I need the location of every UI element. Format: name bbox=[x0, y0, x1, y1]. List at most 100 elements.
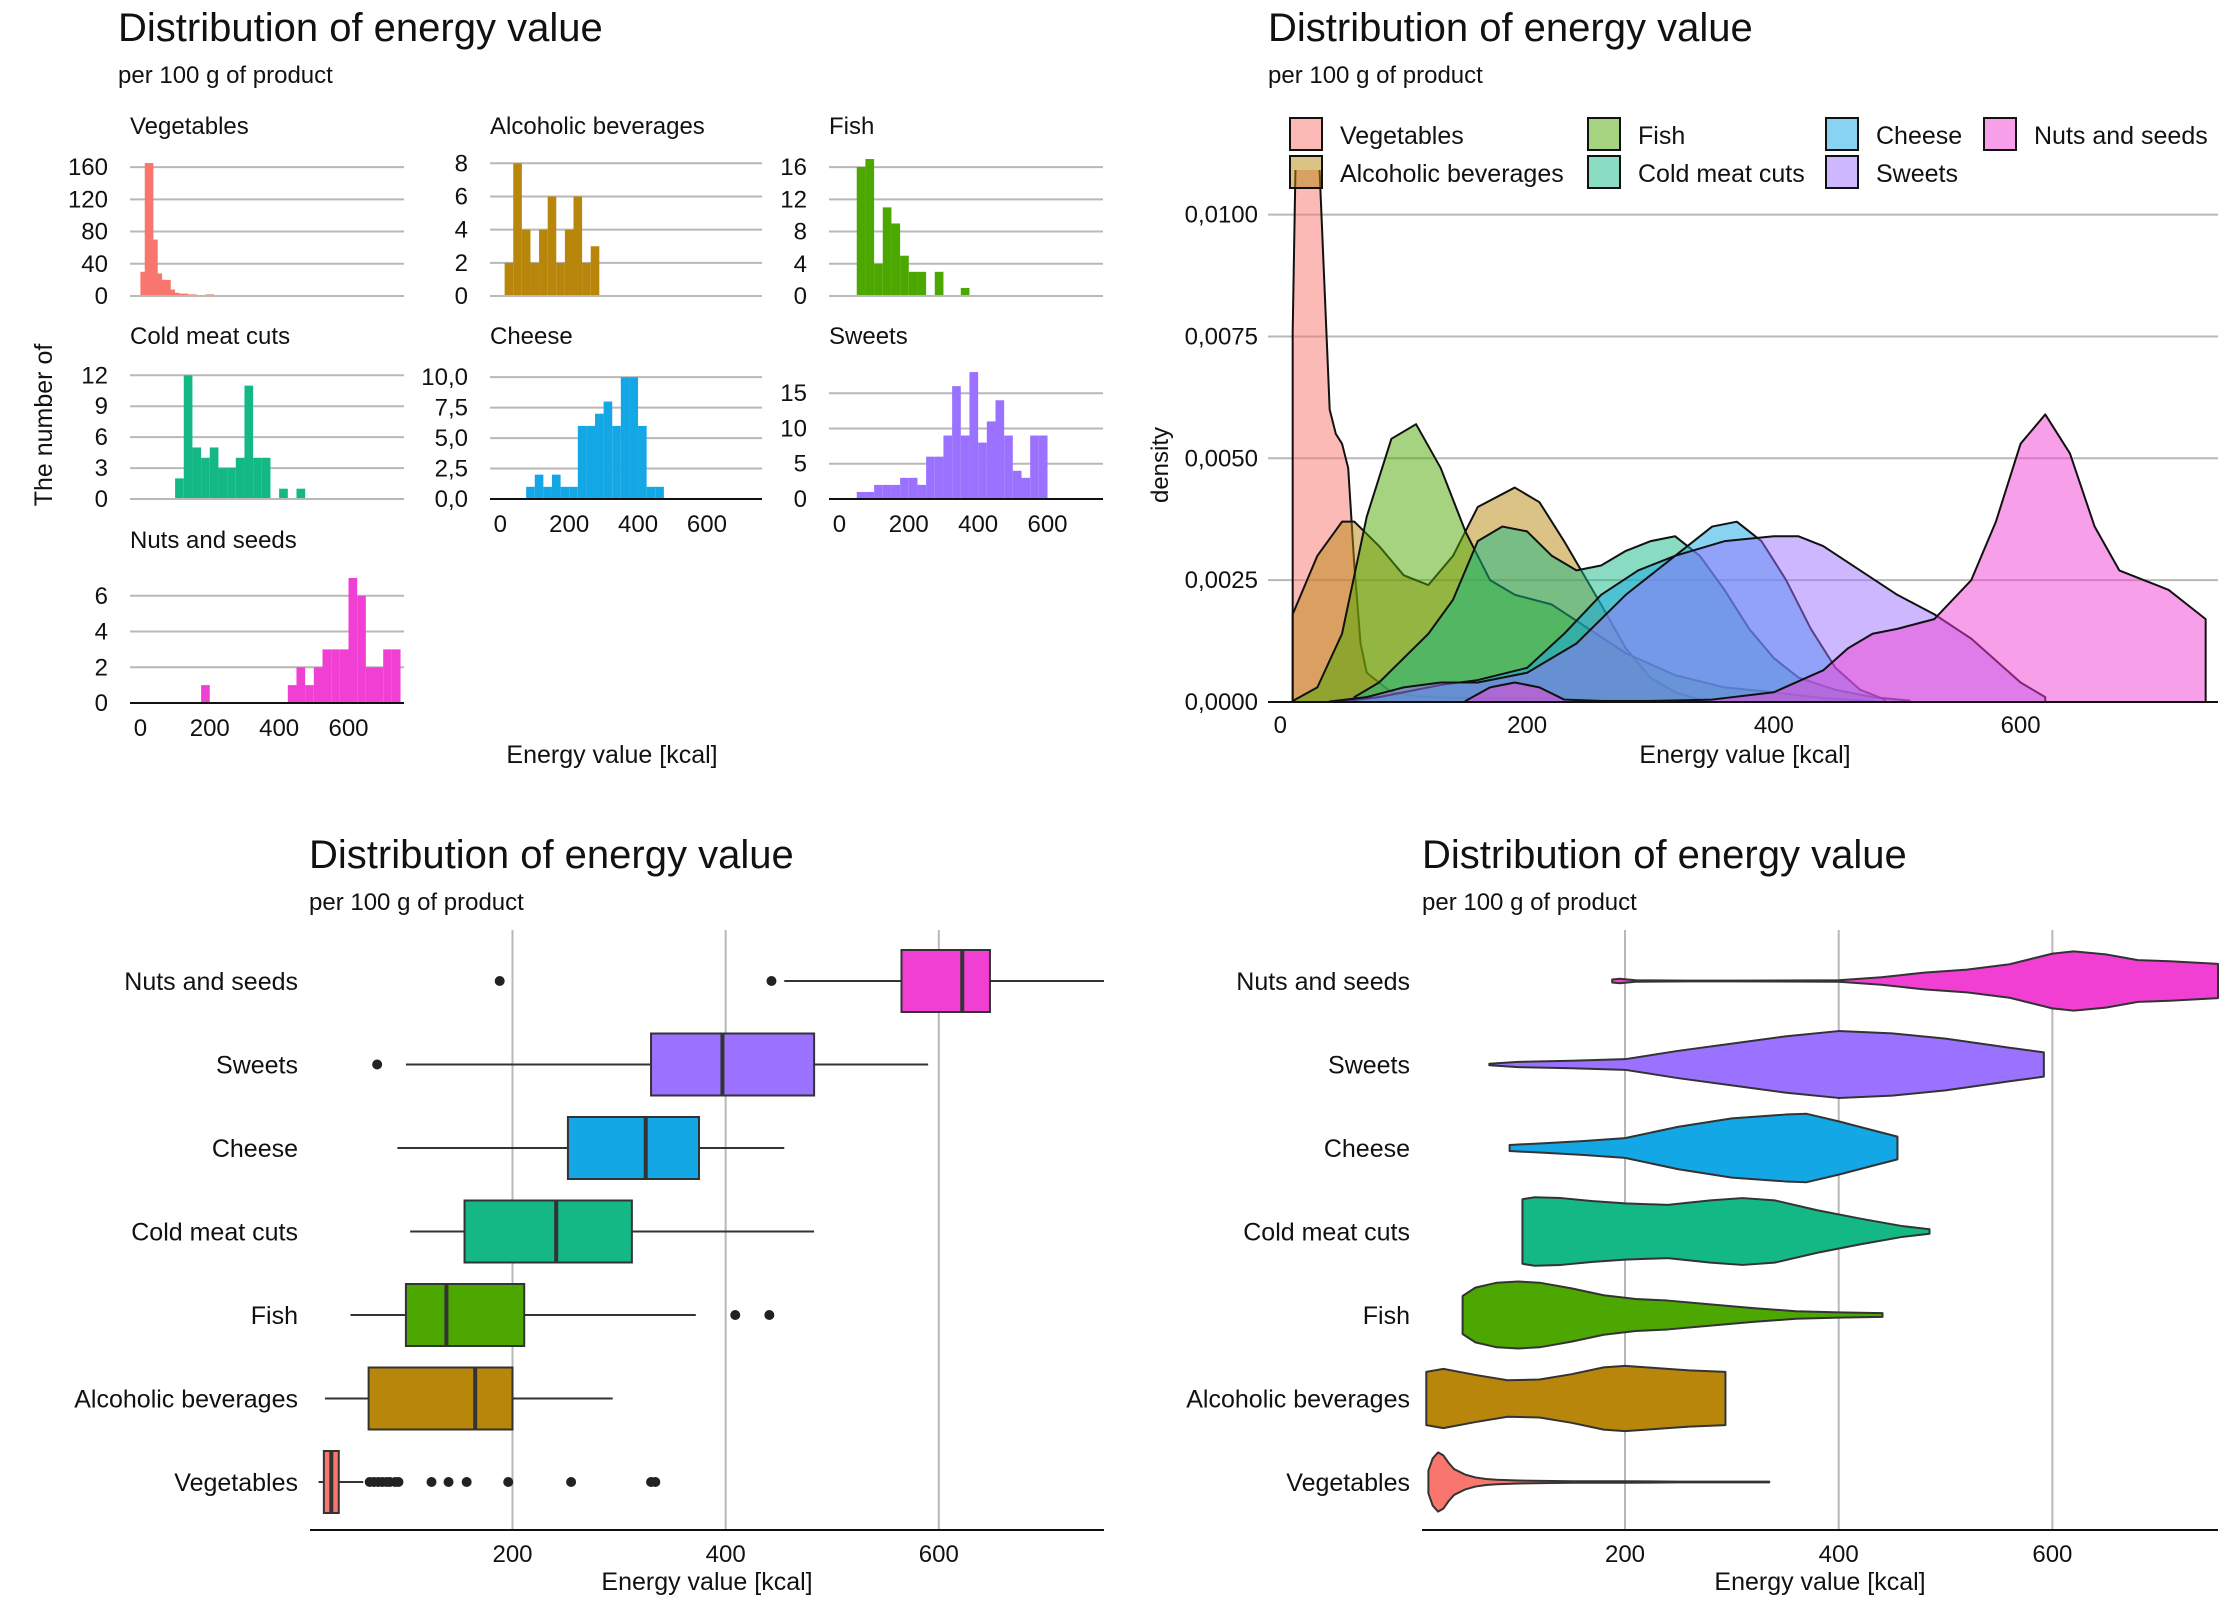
x-axis-title: Energy value [kcal] bbox=[506, 741, 717, 769]
histogram-bar bbox=[253, 457, 262, 499]
facet-label: Alcoholic beverages bbox=[490, 113, 705, 140]
histogram-bar bbox=[865, 159, 875, 296]
y-category-label: Alcoholic beverages bbox=[74, 1386, 298, 1414]
histogram-bar bbox=[582, 262, 591, 296]
histogram-bar bbox=[856, 491, 866, 499]
y-tick-label: 0 bbox=[95, 486, 108, 513]
histogram-bar bbox=[383, 649, 392, 703]
legend-key bbox=[1825, 155, 1859, 189]
y-category-label: Vegetables bbox=[174, 1469, 298, 1497]
histogram-bar bbox=[218, 468, 228, 499]
y-tick-label: 7,5 bbox=[435, 395, 468, 422]
histogram-bar bbox=[986, 421, 996, 499]
legend-label: Fish bbox=[1638, 122, 1685, 150]
histogram-bar bbox=[943, 435, 953, 499]
histogram-bar bbox=[322, 649, 332, 703]
y-category-label: Alcoholic beverages bbox=[1186, 1386, 1410, 1414]
facet-label: Sweets bbox=[829, 323, 908, 350]
y-tick-label: 6 bbox=[95, 583, 108, 610]
y-tick-label: 2 bbox=[455, 250, 468, 277]
x-tick-label: 200 bbox=[1605, 1541, 1645, 1568]
y-tick-label: 5 bbox=[794, 451, 807, 478]
y-tick-label: 0,0000 bbox=[1185, 689, 1258, 716]
y-category-label: Cheese bbox=[212, 1135, 298, 1163]
histogram-bar bbox=[646, 486, 656, 499]
facet-label: Vegetables bbox=[130, 113, 249, 140]
histogram-bar bbox=[521, 229, 531, 296]
outlier-point bbox=[764, 1310, 775, 1320]
histogram-bar bbox=[874, 484, 883, 499]
legend-label: Cheese bbox=[1876, 122, 1962, 150]
y-category-label: Nuts and seeds bbox=[124, 968, 298, 996]
histogram-bar bbox=[1021, 477, 1031, 499]
histogram-bar bbox=[153, 273, 163, 296]
histogram-bar bbox=[175, 478, 184, 499]
histogram-bar bbox=[655, 486, 664, 499]
histogram-bar bbox=[560, 486, 570, 499]
legend-key bbox=[1289, 117, 1323, 151]
outlier-point bbox=[393, 1477, 404, 1487]
violin-shape bbox=[1425, 1364, 1727, 1433]
histogram-bar bbox=[865, 491, 875, 499]
histogram-bar bbox=[357, 595, 366, 703]
y-category-label: Nuts and seeds bbox=[1236, 968, 1410, 996]
density-title: Distribution of energy value bbox=[1268, 6, 1753, 50]
histogram-bar bbox=[969, 372, 979, 499]
histogram-bar bbox=[556, 262, 565, 296]
histogram-bar bbox=[882, 484, 892, 499]
histogram-bar bbox=[534, 474, 544, 499]
histogram-bar bbox=[908, 271, 918, 296]
y-tick-label: 12 bbox=[780, 186, 807, 213]
violin-shape bbox=[1427, 1451, 1771, 1513]
histogram-bar bbox=[917, 484, 927, 499]
box bbox=[900, 949, 991, 1013]
histogram-bar bbox=[261, 457, 271, 499]
histogram-bar bbox=[530, 262, 540, 296]
histogram-bar bbox=[569, 486, 578, 499]
y-tick-label: 80 bbox=[81, 219, 108, 246]
y-tick-label: 8 bbox=[455, 150, 468, 177]
histogram-bar bbox=[526, 486, 535, 499]
histogram-bar bbox=[235, 457, 245, 499]
y-tick-label: 0,0050 bbox=[1185, 445, 1258, 472]
x-tick-label: 0 bbox=[1274, 712, 1287, 739]
x-tick-label: 200 bbox=[190, 715, 230, 742]
legend-key bbox=[1587, 117, 1621, 151]
histogram-bar bbox=[564, 229, 574, 296]
histogram-bar bbox=[629, 377, 639, 499]
histogram-bar bbox=[287, 685, 297, 703]
x-tick-label: 0 bbox=[494, 511, 507, 538]
histogram-bar bbox=[874, 263, 883, 296]
y-tick-label: 9 bbox=[95, 393, 108, 420]
histogram-bar bbox=[339, 649, 349, 703]
x-tick-label: 0 bbox=[833, 511, 846, 538]
histogram-bar bbox=[201, 685, 210, 703]
y-category-label: Fish bbox=[251, 1302, 298, 1330]
x-tick-label: 600 bbox=[2001, 712, 2041, 739]
x-tick-label: 600 bbox=[687, 511, 727, 538]
x-tick-label: 200 bbox=[889, 511, 929, 538]
y-tick-label: 4 bbox=[95, 619, 108, 646]
histogram-bar bbox=[348, 577, 358, 703]
y-axis-title: The number of bbox=[30, 344, 58, 507]
facet-label: Fish bbox=[829, 113, 874, 140]
histogram-bar bbox=[1038, 435, 1048, 499]
y-tick-label: 0 bbox=[95, 283, 108, 310]
violin-title: Distribution of energy value bbox=[1422, 833, 1907, 877]
histogram-bar bbox=[577, 425, 587, 499]
histogram-bar bbox=[917, 271, 927, 296]
histogram-bar bbox=[313, 667, 323, 703]
y-tick-label: 0,0100 bbox=[1185, 202, 1258, 229]
histogram-bar bbox=[513, 163, 522, 296]
legend-label: Nuts and seeds bbox=[2034, 122, 2208, 150]
histogram-bar bbox=[856, 167, 866, 296]
x-tick-label: 200 bbox=[492, 1541, 532, 1568]
legend-key bbox=[1587, 155, 1621, 189]
histogram-bar bbox=[547, 196, 557, 296]
histogram-bar bbox=[374, 667, 384, 703]
histogram-bar bbox=[144, 163, 154, 296]
legend-label: Sweets bbox=[1876, 160, 1958, 188]
y-tick-label: 10 bbox=[780, 415, 807, 442]
histogram-subtitle: per 100 g of product bbox=[118, 62, 333, 89]
